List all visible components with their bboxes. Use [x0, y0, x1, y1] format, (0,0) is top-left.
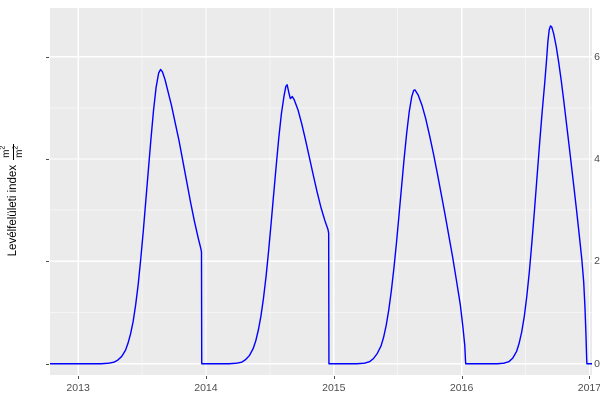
y-tick-label: 4 — [594, 152, 600, 165]
y-tick-mark — [46, 261, 49, 263]
y-axis-title: Levélfelületi index m2 m2 — [0, 0, 26, 400]
plot-graphics — [50, 8, 592, 375]
x-tick-mark — [589, 376, 591, 379]
numerator-exponent: 2 — [0, 146, 6, 150]
y-tick-label: 0 — [594, 357, 600, 370]
x-tick-label: 2015 — [322, 382, 346, 394]
y-tick-label: 6 — [594, 50, 600, 63]
x-tick-label: 2014 — [194, 382, 218, 394]
x-tick-label: 2016 — [449, 382, 474, 394]
x-tick-label: 2017 — [577, 382, 600, 394]
y-axis-units-numerator: m2 — [0, 144, 13, 160]
plot-panel — [50, 8, 592, 375]
x-tick-mark — [461, 376, 463, 379]
x-tick-mark — [205, 376, 207, 379]
y-axis-units-fraction: m2 m2 — [0, 143, 25, 160]
denominator-exponent: 2 — [12, 145, 20, 150]
y-axis-title-label: Levélfelületi index — [7, 164, 19, 257]
data-series-line — [50, 25, 592, 365]
y-tick-mark — [46, 158, 49, 160]
y-axis-units-denominator: m2 — [12, 143, 25, 160]
x-tick-mark — [333, 376, 335, 379]
x-tick-label: 2013 — [66, 382, 90, 394]
y-tick-label: 2 — [594, 255, 600, 268]
y-tick-mark — [46, 56, 49, 58]
y-tick-mark — [46, 363, 49, 365]
x-tick-mark — [78, 376, 80, 379]
